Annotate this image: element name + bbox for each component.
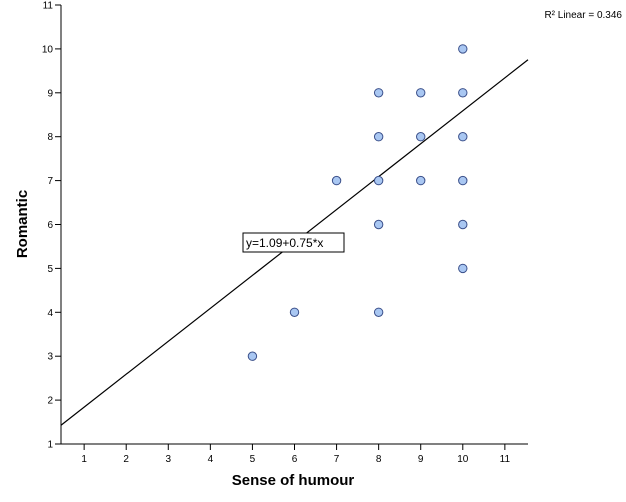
x-tick-label: 2 bbox=[123, 454, 129, 465]
data-point bbox=[416, 132, 426, 142]
data-point bbox=[373, 219, 384, 230]
data-point bbox=[373, 307, 384, 317]
x-tick-label: 4 bbox=[208, 454, 214, 465]
y-tick-label: 6 bbox=[47, 220, 53, 231]
equation-box-border bbox=[242, 232, 345, 253]
y-tick-label: 7 bbox=[47, 176, 53, 187]
data-point bbox=[289, 307, 300, 317]
data-point bbox=[331, 175, 342, 186]
x-tick-label: 8 bbox=[376, 454, 382, 465]
y-tick-label: 5 bbox=[47, 264, 53, 275]
y-axis: 1 2 3 4 5 6 7 8 9 10 11 bbox=[42, 1, 62, 451]
equation-label: y=1.09+0.75*x bbox=[246, 236, 323, 250]
y-axis-title: Romantic bbox=[14, 190, 31, 258]
y-tick-label: 1 bbox=[47, 440, 53, 451]
data-points bbox=[247, 44, 468, 361]
x-tick-label: 11 bbox=[500, 454, 511, 465]
data-point bbox=[373, 88, 384, 98]
data-point bbox=[373, 132, 384, 142]
x-tick-label: 9 bbox=[418, 454, 424, 465]
x-tick-label: 10 bbox=[457, 454, 469, 465]
data-point bbox=[458, 263, 468, 274]
y-tick-label: 3 bbox=[47, 352, 53, 363]
y-tick-label: 8 bbox=[47, 132, 53, 143]
r-squared-label: R² Linear = 0.346 bbox=[544, 10, 622, 21]
y-tick-label: 11 bbox=[43, 1, 54, 12]
equation-box: y=1.09+0.75*x bbox=[242, 232, 345, 253]
y-tick-label: 10 bbox=[42, 44, 54, 55]
data-point bbox=[458, 44, 468, 54]
x-tick-label: 7 bbox=[334, 454, 340, 465]
data-point bbox=[247, 351, 258, 361]
x-axis: 1 2 3 4 5 6 7 8 9 10 11 bbox=[61, 443, 528, 465]
data-point bbox=[458, 132, 468, 142]
x-tick-label: 6 bbox=[292, 454, 298, 465]
data-point bbox=[373, 175, 384, 186]
data-point bbox=[416, 175, 426, 186]
y-tick-label: 4 bbox=[47, 308, 53, 319]
x-tick-label: 3 bbox=[166, 454, 172, 465]
y-tick-label: 9 bbox=[47, 88, 53, 99]
data-point bbox=[458, 88, 468, 98]
data-point bbox=[416, 88, 426, 98]
y-tick-label: 2 bbox=[47, 396, 53, 407]
x-tick-label: 5 bbox=[250, 454, 256, 465]
x-axis-title: Sense of humour bbox=[232, 472, 355, 489]
data-point bbox=[458, 175, 468, 186]
data-point bbox=[458, 219, 468, 230]
x-tick-label: 1 bbox=[81, 454, 87, 465]
